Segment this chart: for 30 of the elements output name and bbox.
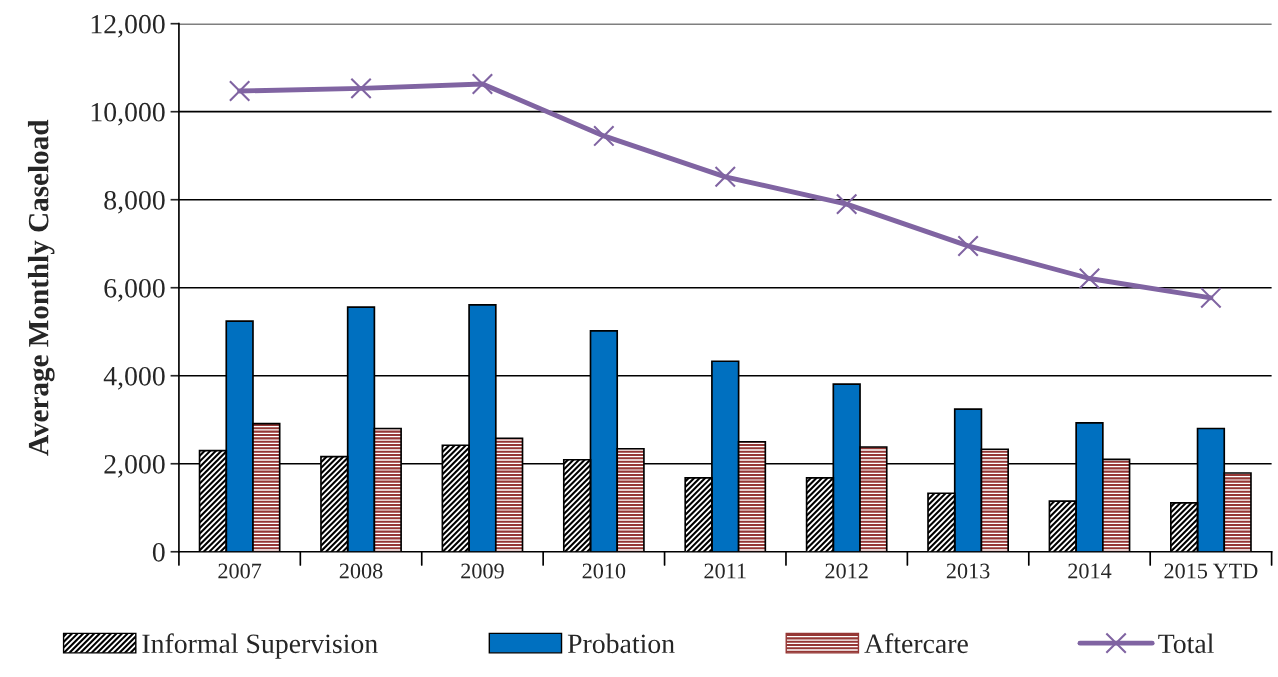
x-tick-label: 2010 xyxy=(582,563,626,579)
x-tick-label: 2009 xyxy=(461,563,504,579)
point xyxy=(835,193,858,215)
y-tick-label: 12,000 xyxy=(91,14,165,38)
x-tick-label: 2014 xyxy=(1068,563,1112,579)
point xyxy=(1200,287,1222,309)
legend-label: Total xyxy=(1158,633,1214,654)
y-axis-title: Average Monthly Caseload xyxy=(27,119,55,456)
y-tick-label: 8,000 xyxy=(104,190,165,214)
y-tick-label: 4,000 xyxy=(103,366,165,390)
legend-label: Probation xyxy=(567,633,675,654)
x-tick-label: 2012 xyxy=(825,563,868,579)
legend-label: Informal Supervision xyxy=(142,633,378,659)
point xyxy=(593,125,615,147)
y-tick-label: 0 xyxy=(152,542,165,562)
point xyxy=(228,80,251,102)
x-tick-label: 2008 xyxy=(339,563,383,579)
x-tick-label: 2013 xyxy=(946,563,990,579)
x-tick-label: 2015 YTD xyxy=(1164,563,1258,579)
x-tick-label: 2011 xyxy=(704,563,746,579)
x-tick-label: 2007 xyxy=(218,563,262,579)
point xyxy=(1078,267,1101,290)
point xyxy=(350,77,372,100)
y-tick-label: 2,000 xyxy=(104,454,165,478)
point xyxy=(714,166,737,188)
point xyxy=(471,73,494,95)
point xyxy=(957,235,979,257)
y-tick-label: 10,000 xyxy=(91,102,165,126)
y-tick-label: 6,000 xyxy=(104,278,165,302)
legend-label: Aftercare xyxy=(864,633,968,654)
